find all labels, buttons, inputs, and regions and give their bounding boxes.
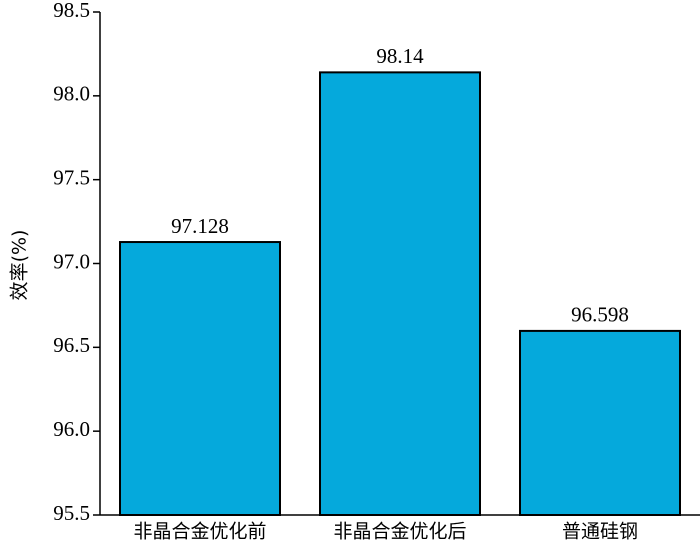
y-tick-label: 96.0 — [53, 417, 90, 441]
x-tick-label: 非晶合金优化前 — [133, 521, 266, 543]
bar — [519, 329, 681, 517]
bar — [119, 241, 281, 516]
y-tick-label: 98.5 — [53, 0, 90, 22]
value-label: 98.14 — [376, 44, 424, 68]
value-label: 97.128 — [171, 214, 229, 238]
x-tick-label: 非晶合金优化后 — [333, 521, 466, 543]
y-tick-label: 97.5 — [53, 165, 90, 189]
y-axis-label: 效率(%) — [9, 230, 31, 301]
y-tick-label: 98.0 — [53, 82, 90, 106]
bar — [319, 71, 481, 517]
y-tick-label: 96.5 — [53, 333, 90, 357]
x-tick-label: 普通硅钢 — [562, 521, 638, 543]
y-tick-label: 95.5 — [53, 501, 90, 525]
value-label: 96.598 — [571, 303, 629, 327]
y-tick-label: 97.0 — [53, 249, 90, 273]
